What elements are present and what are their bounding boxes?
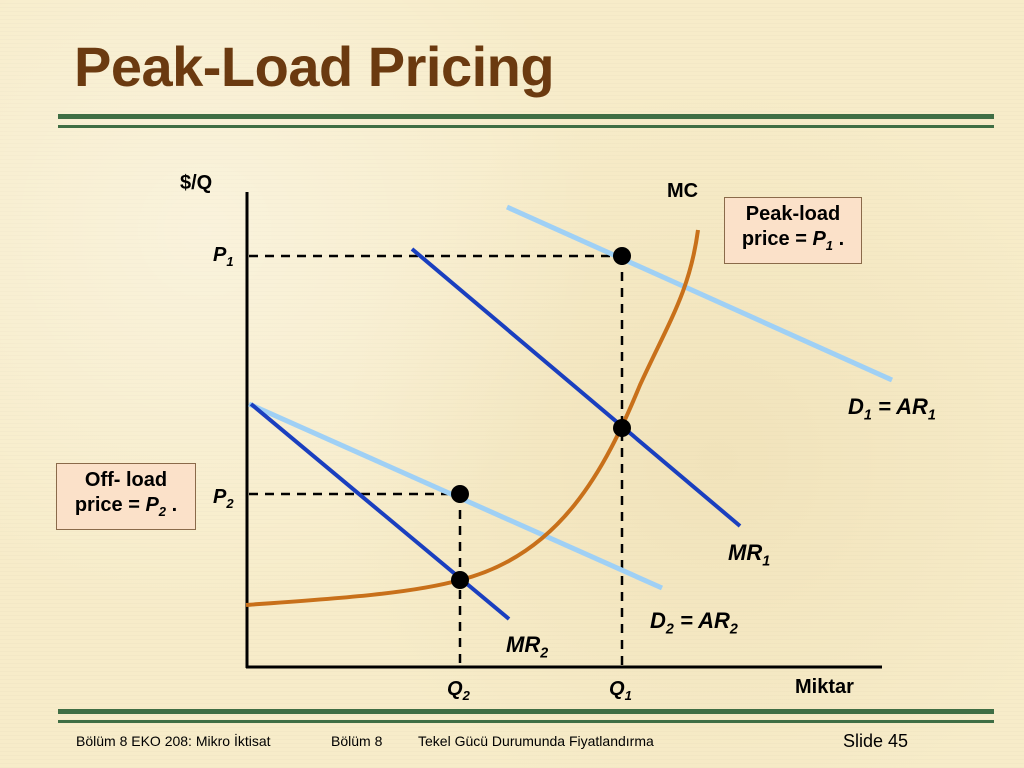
d1-label: D1 = AR1 [848, 394, 936, 424]
p2-label: P2 [213, 486, 234, 511]
slide-number: Slide 45 [843, 731, 909, 751]
mr2-mc-intersection-point [451, 571, 469, 589]
q1-label: Q1 [609, 678, 632, 703]
q2-label: Q2 [447, 678, 470, 703]
slide-title: Peak-Load Pricing [74, 35, 555, 98]
d1-curve [505, 204, 894, 383]
mr1-mc-intersection-point [613, 419, 631, 437]
off-load-callout: Off- load price = P2 . [56, 463, 196, 530]
top-rule-thin [58, 125, 994, 128]
off-callout-line1: Off- load [84, 469, 168, 491]
peak-equilibrium-point [613, 247, 631, 265]
bottom-rule [58, 709, 994, 714]
d2-label: D2 = AR2 [650, 608, 738, 638]
bottom-rule-thin [58, 720, 994, 723]
peak-callout-line1: Peak-load [745, 203, 841, 225]
offpeak-equilibrium-point [451, 485, 469, 503]
footer-chapter: Bölüm 8 [331, 733, 383, 749]
mr2-curve [249, 402, 511, 621]
mr1-label: MR1 [728, 540, 771, 570]
x-axis-label: Miktar [795, 676, 854, 698]
peak-load-callout: Peak-load price = P1 . [724, 197, 862, 264]
mr2-label: MR2 [506, 632, 549, 662]
mc-label: MC [667, 180, 699, 202]
mc-curve [245, 229, 700, 607]
off-callout-line2: price = P2 . [74, 494, 178, 519]
footer-topic: Tekel Gücü Durumunda Fiyatlandırma [418, 733, 654, 749]
y-axis-label: $/Q [180, 172, 213, 194]
p1-label: P1 [213, 244, 234, 269]
footer-course: Bölüm 8 EKO 208: Mikro İktisat [76, 733, 271, 749]
mr1-curve [410, 247, 742, 528]
peak-callout-line2: price = P1 . [741, 228, 845, 253]
top-rule [58, 114, 994, 119]
